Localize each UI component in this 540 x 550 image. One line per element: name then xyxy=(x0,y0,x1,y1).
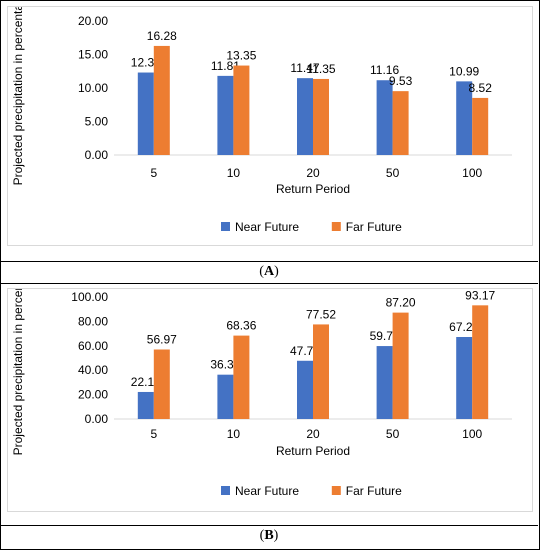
chart-a-data-label: 10.99 xyxy=(449,64,479,78)
chart-b-bar xyxy=(217,374,234,419)
chart-a-bar xyxy=(297,78,313,155)
chart-b-ytick-label: 20.00 xyxy=(78,388,108,402)
chart-a-xtick-label: 5 xyxy=(150,166,157,180)
chart-a-bar xyxy=(376,80,393,155)
chart-b-data-label: 36.33 xyxy=(210,358,240,372)
chart-a-legend-swatch xyxy=(221,222,230,231)
chart-b-data-label: 47.73 xyxy=(290,344,320,358)
chart-a: 0.00 5.00 10.00 15.00 20.00 Projected precipi… xyxy=(11,0,512,234)
chart-a-xtick-label: 10 xyxy=(227,166,241,180)
chart-a-data-label: 16.28 xyxy=(147,29,177,43)
chart-b-bar xyxy=(233,335,250,419)
chart-b-ytick-label: 60.00 xyxy=(78,339,108,353)
caption-a-letter: A xyxy=(263,264,275,279)
chart-a-ytick-label: 10.00 xyxy=(78,81,108,95)
chart-b-xtick-label: 5 xyxy=(150,427,157,441)
chart-b-ytick-label: 0.00 xyxy=(85,412,109,426)
chart-a-bar xyxy=(456,81,473,155)
chart-a-bar xyxy=(233,65,250,155)
chart-a-data-label: 13.35 xyxy=(226,49,256,63)
chart-a-container: 0.00 5.00 10.00 15.00 20.00 Projected precipi… xyxy=(7,0,533,246)
chart-b-data-label: 93.17 xyxy=(465,289,495,302)
chart-a-data-label: 12.31 xyxy=(131,56,161,70)
chart-a-legend-label: Near Future xyxy=(235,220,299,234)
chart-a-ytick-label: 5.00 xyxy=(85,115,109,129)
chart-b-bar xyxy=(313,324,329,419)
chart-b-legend-label: Near Future xyxy=(235,484,299,498)
chart-b-ylabel: Projected precipitation in percentage xyxy=(11,289,25,455)
chart-a-bar xyxy=(392,91,409,155)
chart-a-ytick-label: 0.00 xyxy=(85,148,109,162)
chart-b-legend-swatch xyxy=(221,486,230,495)
chart-b-xtick-label: 50 xyxy=(386,427,400,441)
chart-a-legend-label: Far Future xyxy=(346,220,402,234)
chart-b-bar xyxy=(472,305,489,419)
chart-b-xtick-label: 20 xyxy=(306,427,320,441)
chart-b-data-label: 22.16 xyxy=(131,375,161,389)
chart-b-data-label: 67.21 xyxy=(449,320,479,334)
chart-a-ylabel: Projected precipitation in percentage xyxy=(11,7,25,185)
chart-a-data-label: 11.16 xyxy=(370,63,399,77)
chart-a-data-label: 11.35 xyxy=(306,62,335,76)
chart-b-xtick-label: 100 xyxy=(462,427,482,441)
caption-a: (A) xyxy=(259,264,279,279)
chart-a-ytick-label: 20.00 xyxy=(78,14,108,28)
chart-a-data-label: 9.53 xyxy=(389,74,413,88)
chart-a-data-label: 8.52 xyxy=(469,81,493,95)
chart-b-ytick-label: 100.00 xyxy=(71,290,108,304)
chart-b: 0.00 20.00 40.00 60.00 80.00 100.00 Projected … xyxy=(11,260,512,498)
chart-b-data-label: 68.36 xyxy=(226,319,256,333)
chart-a-bar xyxy=(137,72,154,155)
chart-b-bar xyxy=(376,346,393,419)
chart-b-bar xyxy=(392,312,409,419)
caption-b-divider xyxy=(0,525,538,526)
chart-b-ytick-label: 80.00 xyxy=(78,314,108,328)
chart-b-legend-swatch xyxy=(331,486,341,495)
caption-a-divider xyxy=(0,261,538,262)
chart-b-data-label: 77.52 xyxy=(306,307,336,321)
chart-a-xtick-label: 50 xyxy=(386,166,400,180)
chart-b-bar xyxy=(153,349,170,419)
chart-b-legend-label: Far Future xyxy=(346,484,402,498)
chart-b-xlabel: Return Period xyxy=(276,444,350,458)
chart-b-bar xyxy=(456,337,473,419)
chart-a-bar xyxy=(153,45,170,156)
chart-b-data-label: 59.78 xyxy=(370,329,400,343)
chart-a-xtick-label: 20 xyxy=(306,166,320,180)
chart-b-data-label: 87.20 xyxy=(386,296,416,310)
caption-a-bottom-divider xyxy=(0,283,538,284)
caption-b: (B) xyxy=(259,528,279,543)
chart-a-data-label: 11.47 xyxy=(290,61,319,75)
chart-b-bar xyxy=(297,360,313,419)
chart-b-data-label: 56.97 xyxy=(147,332,177,346)
chart-a-data-label: 11.81 xyxy=(211,59,240,73)
chart-b-bar xyxy=(137,391,154,419)
chart-b-container: 0.00 20.00 40.00 60.00 80.00 100.00 Projected … xyxy=(7,260,533,512)
chart-a-bar xyxy=(472,97,489,155)
chart-b-xtick-label: 10 xyxy=(227,427,241,441)
chart-a-ytick-label: 15.00 xyxy=(78,48,108,62)
chart-a-bar xyxy=(217,75,234,155)
chart-a-bar xyxy=(313,78,329,155)
chart-a-xtick-label: 100 xyxy=(462,166,482,180)
chart-b-ytick-label: 40.00 xyxy=(78,363,108,377)
chart-a-legend-swatch xyxy=(331,222,341,231)
caption-b-letter: B xyxy=(264,528,274,543)
chart-a-xlabel: Return Period xyxy=(276,182,350,196)
